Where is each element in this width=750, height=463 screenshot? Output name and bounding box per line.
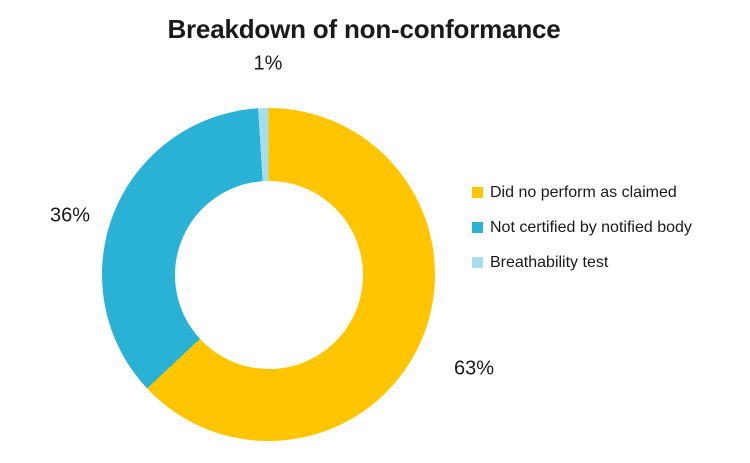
data-label-not-certified: 36%	[49, 204, 91, 227]
legend-label-did-no-perform: Did no perform as claimed	[490, 183, 677, 201]
legend-label-not-certified: Not certified by notified body	[490, 218, 692, 236]
legend-swatch-yellow-icon	[472, 187, 483, 198]
legend-item-breathability: Breathability test	[472, 253, 692, 272]
legend-item-not-certified: Not certified by notified body	[472, 218, 692, 237]
legend-swatch-lightblue-icon	[472, 257, 483, 268]
legend-label-breathability: Breathability test	[490, 253, 609, 271]
data-label-breathability: 1%	[253, 52, 283, 75]
legend: Did no perform as claimed Not certified …	[472, 183, 692, 288]
legend-swatch-blue-icon	[472, 222, 483, 233]
donut-hole	[174, 180, 363, 369]
chart-title: Breakdown of non-conformance	[167, 14, 561, 44]
donut-ring	[102, 108, 435, 441]
legend-item-did-no-perform: Did no perform as claimed	[472, 183, 692, 202]
data-label-did-no-perform: 63%	[453, 357, 495, 380]
